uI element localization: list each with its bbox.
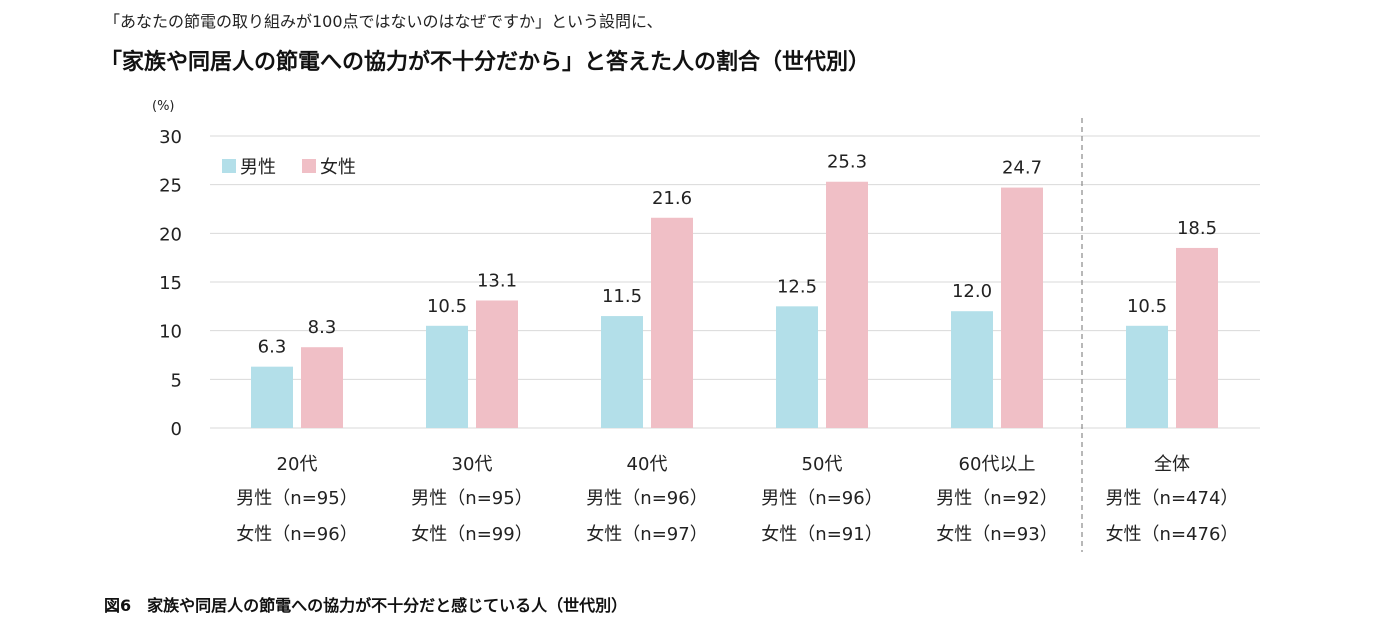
- chart-subtitle: 「あなたの節電の取り組みが100点ではないのはなぜですか」という設問に、: [104, 12, 663, 31]
- x-category-sublabel: 男性（n=96）: [761, 488, 882, 509]
- bar-male: [251, 366, 293, 428]
- x-category-sublabel: 男性（n=96）: [586, 488, 707, 509]
- x-category-sublabel: 男性（n=474）: [1106, 488, 1239, 509]
- x-category-label: 20代: [277, 454, 318, 475]
- x-category-sublabel: 女性（n=96）: [236, 524, 357, 545]
- legend-swatch: [302, 159, 316, 173]
- bar-female: [301, 347, 343, 428]
- x-category-sublabel: 女性（n=476）: [1106, 524, 1239, 545]
- legend-label: 男性: [240, 157, 276, 178]
- bar-male: [776, 306, 818, 428]
- data-label: 24.7: [1002, 158, 1042, 179]
- bar-female: [651, 217, 693, 428]
- x-category-sublabel: 男性（n=95）: [236, 488, 357, 509]
- x-category-sublabel: 男性（n=95）: [411, 488, 532, 509]
- bar-female: [1176, 247, 1218, 428]
- bar-male: [1126, 325, 1168, 428]
- data-label: 12.0: [952, 281, 992, 302]
- x-category-label: 50代: [802, 454, 843, 475]
- x-category-sublabel: 女性（n=93）: [936, 524, 1057, 545]
- bar-female: [826, 181, 868, 428]
- data-label: 13.1: [477, 270, 517, 291]
- data-label: 18.5: [1177, 218, 1217, 239]
- y-tick-label: 5: [171, 370, 182, 391]
- data-label: 12.5: [777, 276, 817, 297]
- x-category-sublabel: 男性（n=92）: [936, 488, 1057, 509]
- bar-female: [476, 300, 518, 428]
- y-tick-label: 15: [159, 273, 182, 294]
- y-tick-label: 0: [171, 419, 182, 440]
- x-category-label: 60代以上: [959, 454, 1036, 475]
- figure-caption: 図6 家族や同居人の節電への協力が不十分だと感じている人（世代別）: [104, 596, 628, 615]
- data-label: 8.3: [308, 317, 337, 338]
- x-category-label: 40代: [627, 454, 668, 475]
- data-label: 6.3: [258, 337, 287, 358]
- x-category-label: 30代: [452, 454, 493, 475]
- y-tick-label: 20: [159, 224, 182, 245]
- x-category-sublabel: 女性（n=99）: [411, 524, 532, 545]
- data-label: 21.6: [652, 188, 692, 209]
- data-label: 25.3: [827, 152, 867, 173]
- chart-title: 「家族や同居人の節電への協力が不十分だから」と答えた人の割合（世代別）: [100, 50, 871, 75]
- data-label: 10.5: [427, 296, 467, 317]
- bar-female: [1001, 187, 1043, 428]
- x-category-sublabel: 女性（n=91）: [761, 524, 882, 545]
- legend-swatch: [222, 159, 236, 173]
- x-category-label: 全体: [1154, 454, 1190, 475]
- bar-male: [601, 316, 643, 428]
- bar-male: [951, 311, 993, 428]
- data-label: 11.5: [602, 286, 642, 307]
- y-tick-label: 30: [159, 127, 182, 148]
- bar-male: [426, 325, 468, 428]
- y-axis-unit: (%): [152, 99, 175, 114]
- x-category-sublabel: 女性（n=97）: [586, 524, 707, 545]
- y-tick-label: 25: [159, 176, 182, 197]
- data-label: 10.5: [1127, 296, 1167, 317]
- legend-label: 女性: [320, 157, 356, 178]
- y-tick-label: 10: [159, 322, 182, 343]
